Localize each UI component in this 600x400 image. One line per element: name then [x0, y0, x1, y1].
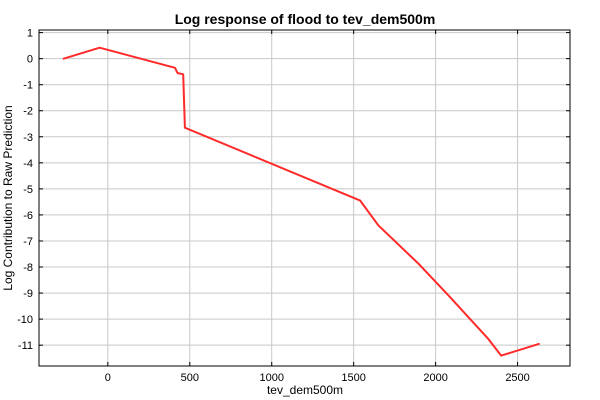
x-tick-label: 0 — [105, 372, 111, 384]
y-axis-label: Log Contribution to Raw Prediction — [1, 105, 15, 290]
series-group — [62, 46, 540, 357]
series-line — [62, 46, 540, 357]
x-tick-label: 2000 — [423, 372, 447, 384]
y-tick-label: -6 — [23, 210, 33, 222]
y-axis-ticks: 1 0 -1 -2 -3 -4 -5 -6 -7 -8 -9 -10 -11 — [17, 28, 570, 352]
y-tick-label: -5 — [23, 184, 33, 196]
y-tick-label: -3 — [23, 132, 33, 144]
x-tick-label: 500 — [181, 372, 199, 384]
y-tick-label: -4 — [23, 158, 33, 170]
chart-title: Log response of flood to tev_dem500m — [175, 11, 436, 27]
x-axis-ticks: 0 500 1000 1500 2000 2500 — [105, 30, 530, 384]
y-tick-label: -1 — [23, 80, 33, 92]
y-gridlines — [39, 32, 570, 346]
x-axis-label: tev_dem500m — [267, 383, 343, 397]
y-tick-label: 0 — [27, 54, 33, 66]
x-tick-label: 1500 — [341, 372, 365, 384]
y-tick-label: -8 — [23, 262, 33, 274]
y-tick-label: -10 — [17, 314, 33, 326]
y-tick-label: -11 — [18, 340, 33, 352]
plot-frame — [38, 29, 571, 367]
y-tick-label: 1 — [27, 28, 33, 40]
y-tick-label: -9 — [23, 288, 33, 300]
y-tick-label: -7 — [23, 236, 33, 248]
x-tick-label: 2500 — [505, 372, 529, 384]
y-tick-label: -2 — [23, 106, 33, 118]
x-tick-label: 1000 — [259, 372, 283, 384]
x-gridlines — [107, 30, 519, 366]
